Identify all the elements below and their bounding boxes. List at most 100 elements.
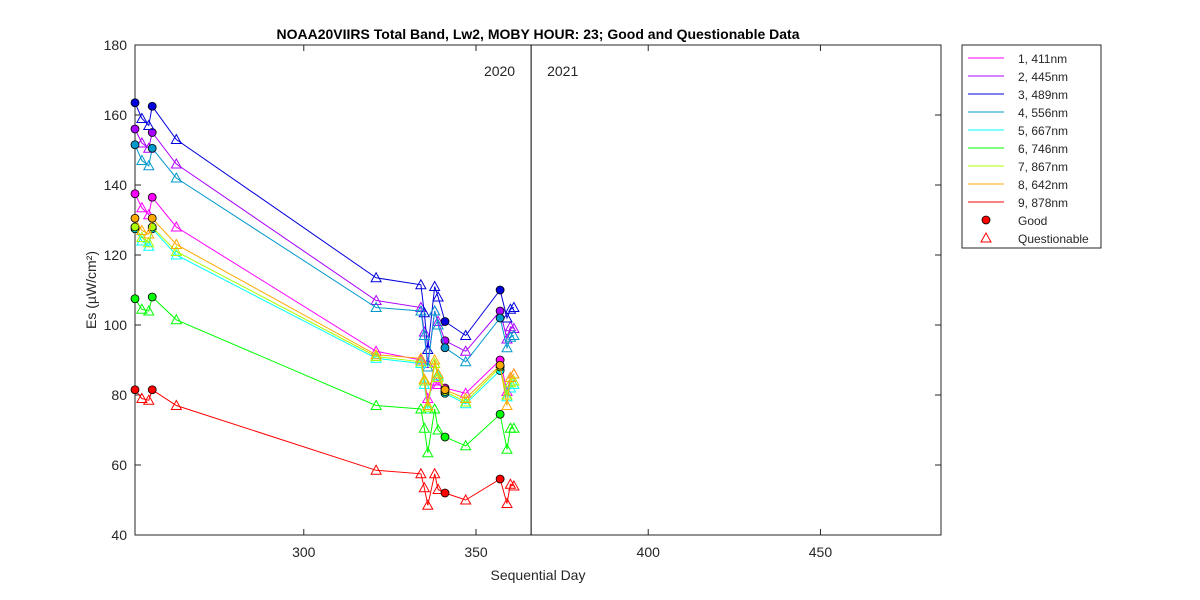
questionable-point bbox=[136, 224, 148, 235]
year-label-right: 2021 bbox=[547, 63, 578, 79]
questionable-point bbox=[370, 348, 382, 360]
legend-item: 9, 878nm bbox=[968, 196, 1068, 210]
year-divider: 2020 2021 bbox=[484, 45, 578, 535]
questionable-point bbox=[142, 119, 155, 130]
questionable-point bbox=[501, 443, 513, 454]
y-tick-label: 100 bbox=[104, 317, 128, 333]
questionable-point bbox=[504, 478, 517, 489]
questionable-point bbox=[415, 278, 427, 290]
good-point bbox=[130, 124, 140, 134]
questionable-point bbox=[142, 304, 155, 316]
questionable-point bbox=[504, 376, 517, 388]
legend-item: 3, 489nm bbox=[968, 88, 1068, 102]
questionable-point bbox=[170, 399, 183, 410]
questionable-point bbox=[508, 367, 520, 379]
questionable-point bbox=[459, 395, 472, 407]
good-point bbox=[440, 317, 450, 326]
series-6-746nm bbox=[130, 292, 520, 458]
plot-area bbox=[134, 44, 942, 536]
x-tick-label: 350 bbox=[464, 544, 488, 560]
good-point bbox=[147, 101, 157, 111]
questionable-point bbox=[504, 331, 517, 342]
good-point bbox=[495, 360, 505, 370]
legend-item: Good bbox=[981, 214, 1047, 228]
questionable-point bbox=[370, 271, 382, 283]
questionable-point bbox=[142, 159, 155, 171]
legend-item: 6, 746nm bbox=[968, 142, 1068, 156]
series-9-878nm bbox=[130, 385, 520, 510]
good-point bbox=[440, 488, 450, 498]
questionable-point bbox=[136, 303, 148, 314]
legend-label: 8, 642nm bbox=[1018, 178, 1068, 192]
questionable-point bbox=[415, 355, 427, 367]
legend-label: 1, 411nm bbox=[1018, 52, 1067, 66]
y-tick-label: 140 bbox=[104, 177, 128, 193]
legend-label: Questionable bbox=[1018, 232, 1089, 246]
good-point bbox=[130, 385, 140, 395]
y-tick-label: 80 bbox=[111, 387, 127, 403]
questionable-point bbox=[370, 352, 382, 363]
questionable-point bbox=[459, 345, 472, 356]
good-point bbox=[495, 474, 505, 484]
legend-questionable-marker bbox=[980, 231, 992, 243]
questionable-point bbox=[370, 294, 382, 305]
good-point bbox=[147, 128, 157, 137]
questionable-point bbox=[136, 234, 148, 246]
good-point bbox=[495, 313, 505, 323]
questionable-point bbox=[418, 374, 431, 386]
questionable-point bbox=[428, 280, 441, 291]
good-point bbox=[130, 98, 140, 108]
questionable-point bbox=[432, 483, 444, 494]
series-4-556nm bbox=[130, 140, 520, 372]
questionable-point bbox=[170, 245, 183, 256]
questionable-point bbox=[170, 248, 183, 260]
questionable-point bbox=[428, 467, 441, 479]
questionable-point bbox=[415, 352, 427, 363]
questionable-point bbox=[504, 303, 517, 314]
questionable-point bbox=[421, 401, 434, 412]
questionable-point bbox=[508, 374, 520, 386]
legend-item: 1, 411nm bbox=[968, 52, 1067, 66]
y-tick-label: 180 bbox=[104, 37, 128, 53]
questionable-point bbox=[170, 313, 183, 325]
questionable-point bbox=[508, 329, 520, 340]
good-point bbox=[147, 213, 157, 223]
questionable-point bbox=[501, 341, 513, 353]
questionable-point bbox=[418, 378, 431, 389]
questionable-point bbox=[418, 481, 431, 493]
y-tick-label: 60 bbox=[111, 457, 127, 473]
good-point bbox=[130, 189, 140, 199]
questionable-point bbox=[508, 422, 520, 433]
good-point bbox=[130, 222, 140, 232]
series-8-642nm bbox=[130, 213, 520, 410]
questionable-point bbox=[432, 367, 444, 379]
questionable-point bbox=[370, 301, 382, 312]
legend-good-marker bbox=[981, 215, 991, 225]
questionable-point bbox=[421, 499, 434, 510]
y-tick-label: 120 bbox=[104, 247, 128, 263]
legend-item: 8, 642nm bbox=[968, 178, 1068, 192]
questionable-point bbox=[432, 369, 444, 381]
legend-label: 6, 746nm bbox=[1018, 142, 1068, 156]
questionable-point bbox=[459, 392, 472, 403]
good-point bbox=[440, 343, 450, 353]
questionable-point bbox=[415, 357, 427, 368]
legend-label: 7, 867nm bbox=[1018, 160, 1068, 174]
good-point bbox=[147, 192, 157, 202]
questionable-point bbox=[459, 493, 472, 505]
legend-item: 2, 445nm bbox=[968, 70, 1068, 84]
legend-label: 2, 445nm bbox=[1018, 70, 1068, 84]
questionable-point bbox=[142, 236, 155, 248]
good-point bbox=[130, 140, 140, 150]
legend: 1, 411nm 2, 445nm 3, 489nm 4, 556nm 5, 667nm… bbox=[961, 44, 1102, 249]
questionable-point bbox=[501, 311, 513, 323]
questionable-point bbox=[136, 136, 148, 148]
series-line bbox=[134, 144, 515, 368]
series-line bbox=[134, 296, 514, 453]
questionable-point bbox=[415, 467, 427, 479]
questionable-point bbox=[142, 240, 155, 251]
good-point bbox=[147, 385, 157, 395]
questionable-point bbox=[418, 306, 431, 318]
legend-label: 5, 667nm bbox=[1018, 124, 1068, 138]
good-point bbox=[147, 292, 157, 302]
